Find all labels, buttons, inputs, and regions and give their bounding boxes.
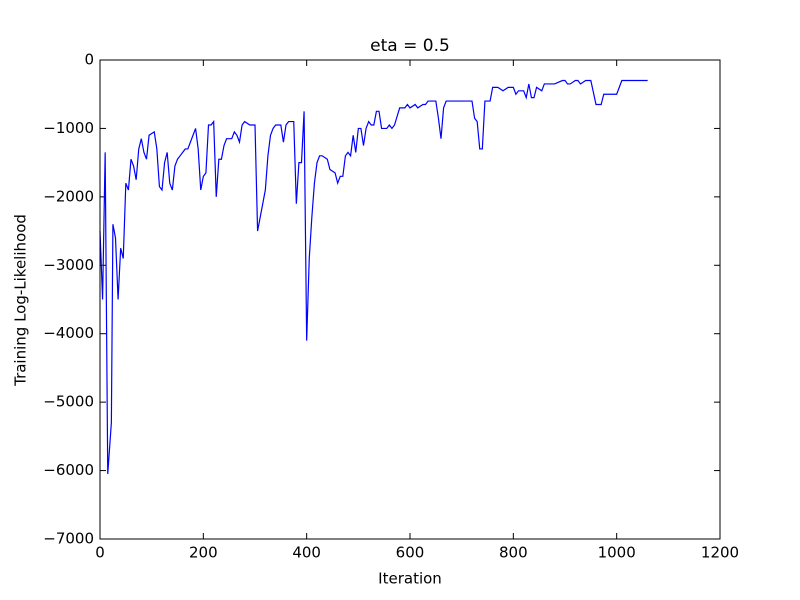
y-tick-label: −1000 [43,119,94,137]
y-tick-label: −5000 [43,393,94,411]
x-tick-label: 1200 [701,544,739,562]
y-axis-label: Training Log-Likelihood [12,214,30,387]
y-tick-label: −4000 [43,324,94,342]
x-axis-label: Iteration [378,570,442,588]
x-tick-label: 200 [189,544,218,562]
y-tick-label: −3000 [43,256,94,274]
y-tick-label: −6000 [43,461,94,479]
data-line [99,79,648,475]
x-tick-label: 600 [396,544,425,562]
x-tick-label: 400 [292,544,321,562]
y-tick-label: −2000 [43,187,94,205]
x-tick-label: 800 [499,544,528,562]
x-tick-label: 1000 [598,544,636,562]
plot-frame [99,59,721,540]
y-tick-label: −7000 [43,530,94,548]
chart-title: eta = 0.5 [370,36,450,56]
x-tick-label: 0 [95,544,105,562]
y-tick-label: 0 [84,51,94,69]
